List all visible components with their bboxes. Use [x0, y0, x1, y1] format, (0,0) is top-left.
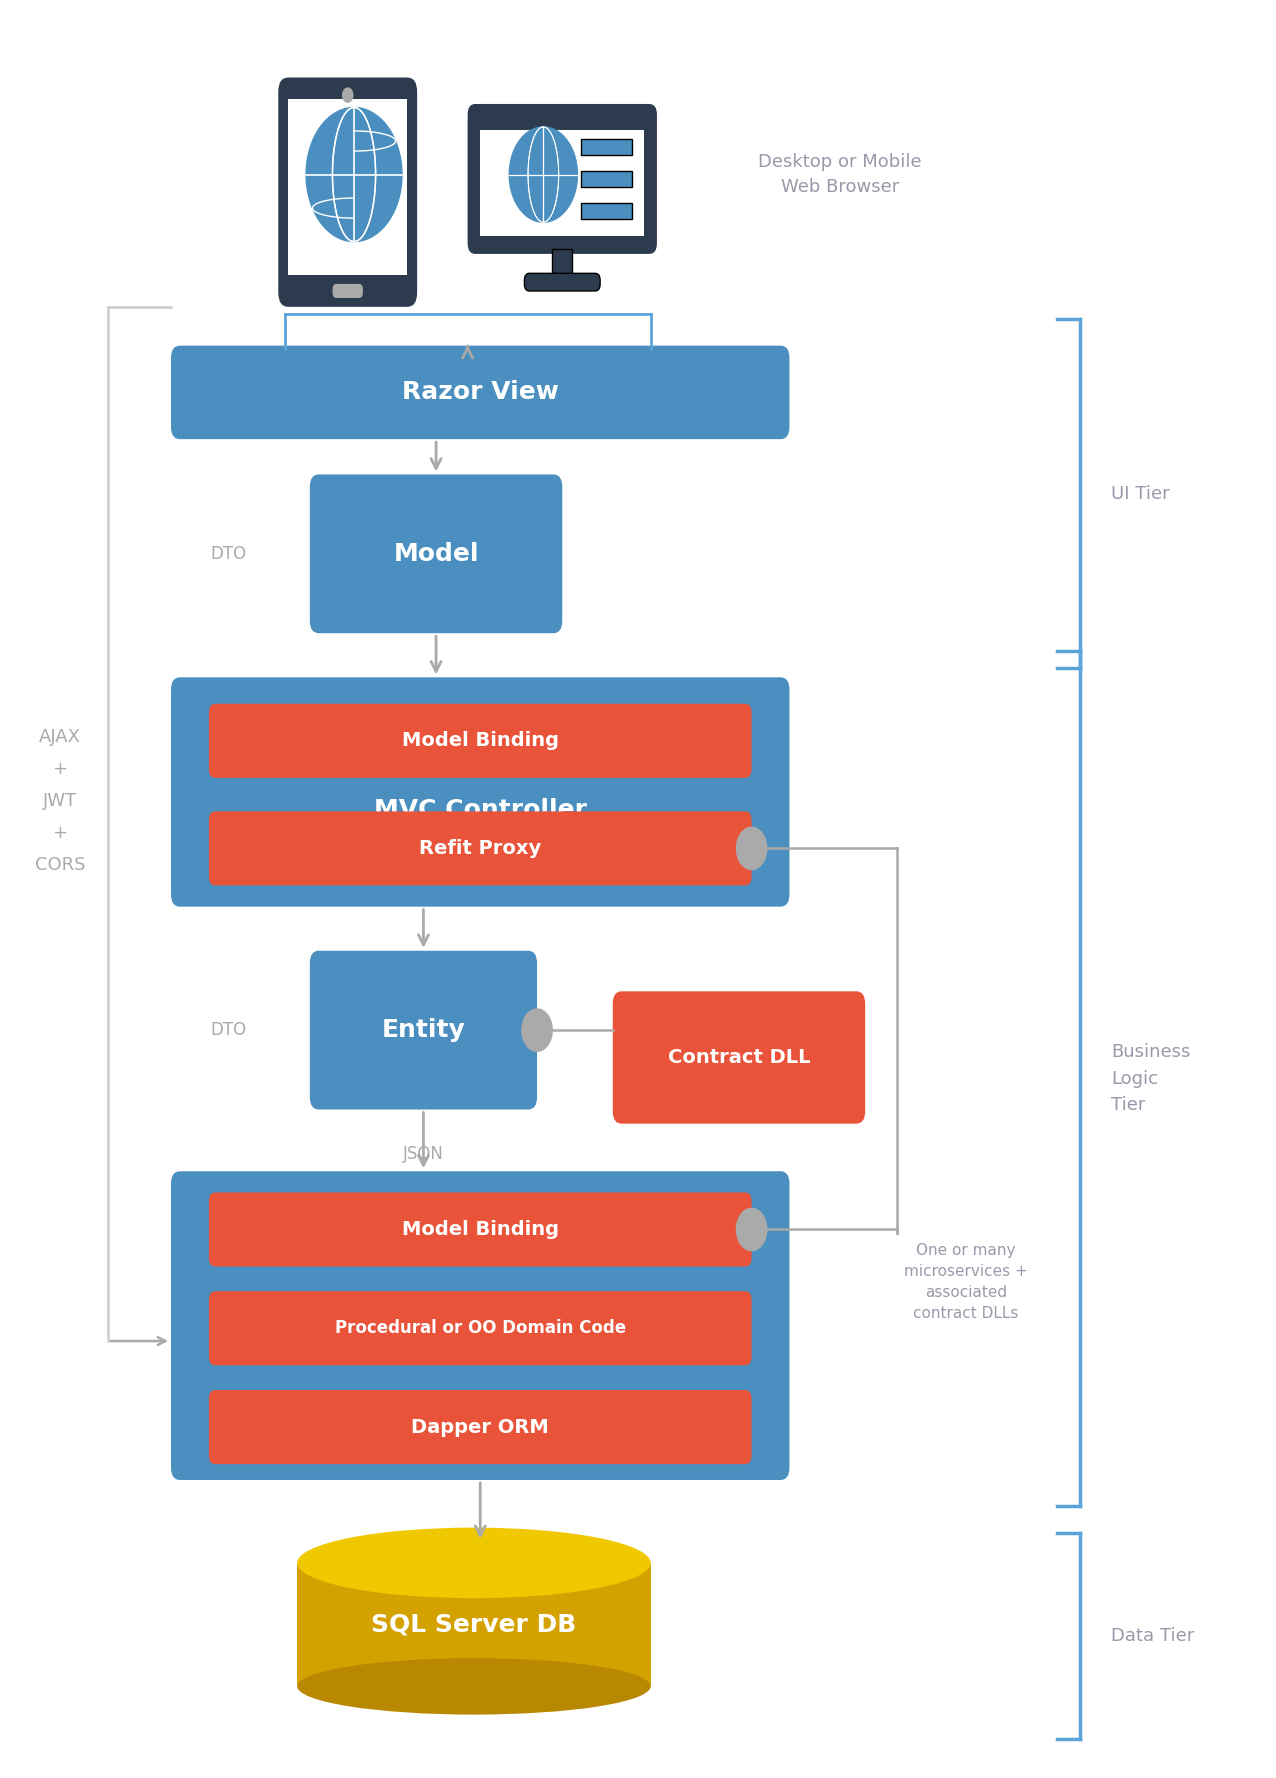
FancyBboxPatch shape	[480, 130, 644, 236]
Ellipse shape	[297, 1659, 651, 1714]
Text: Procedural or OO Domain Code: Procedural or OO Domain Code	[334, 1319, 625, 1337]
Circle shape	[736, 827, 767, 869]
FancyBboxPatch shape	[209, 1291, 752, 1366]
Text: Entity: Entity	[382, 1019, 466, 1042]
Polygon shape	[509, 126, 578, 222]
FancyBboxPatch shape	[209, 704, 752, 777]
Text: One or many
microservices +
associated
contract DLLs: One or many microservices + associated c…	[905, 1243, 1028, 1321]
Text: Refit Proxy: Refit Proxy	[419, 839, 541, 859]
FancyBboxPatch shape	[171, 1172, 790, 1479]
Circle shape	[736, 1209, 767, 1250]
Circle shape	[343, 89, 352, 101]
FancyBboxPatch shape	[209, 1193, 752, 1266]
FancyBboxPatch shape	[310, 951, 537, 1109]
FancyBboxPatch shape	[209, 811, 752, 885]
Text: Data Tier: Data Tier	[1111, 1627, 1194, 1645]
Polygon shape	[306, 107, 402, 242]
FancyBboxPatch shape	[288, 98, 407, 276]
Text: Business
Logic
Tier: Business Logic Tier	[1111, 1044, 1191, 1115]
Text: Dapper ORM: Dapper ORM	[411, 1417, 549, 1437]
Text: JSON: JSON	[403, 1145, 444, 1163]
Text: SQL Server DB: SQL Server DB	[371, 1613, 577, 1636]
FancyBboxPatch shape	[310, 475, 563, 633]
FancyBboxPatch shape	[467, 103, 657, 254]
Text: Model Binding: Model Binding	[402, 731, 559, 750]
FancyBboxPatch shape	[612, 992, 865, 1124]
Text: UI Tier: UI Tier	[1111, 485, 1170, 503]
Text: AJAX
+
JWT
+
CORS: AJAX + JWT + CORS	[34, 727, 85, 873]
FancyBboxPatch shape	[333, 284, 362, 299]
FancyBboxPatch shape	[581, 171, 632, 187]
FancyBboxPatch shape	[171, 677, 790, 907]
Circle shape	[522, 1008, 553, 1051]
Text: Desktop or Mobile
Web Browser: Desktop or Mobile Web Browser	[758, 153, 921, 196]
FancyBboxPatch shape	[278, 78, 417, 308]
FancyBboxPatch shape	[581, 139, 632, 155]
Text: DTO: DTO	[211, 1021, 246, 1038]
Text: Model Binding: Model Binding	[402, 1220, 559, 1239]
FancyBboxPatch shape	[524, 274, 600, 292]
Text: Contract DLL: Contract DLL	[667, 1047, 810, 1067]
Text: MVC Controller: MVC Controller	[374, 798, 587, 821]
Text: Razor View: Razor View	[402, 380, 559, 404]
FancyBboxPatch shape	[171, 345, 790, 439]
FancyBboxPatch shape	[209, 1390, 752, 1463]
FancyBboxPatch shape	[553, 249, 573, 276]
Text: Model: Model	[393, 542, 478, 565]
Text: DTO: DTO	[211, 544, 246, 564]
FancyBboxPatch shape	[581, 203, 632, 219]
Text: Web API Controller: Web API Controller	[346, 1293, 614, 1316]
FancyBboxPatch shape	[297, 1563, 651, 1686]
Ellipse shape	[297, 1527, 651, 1598]
